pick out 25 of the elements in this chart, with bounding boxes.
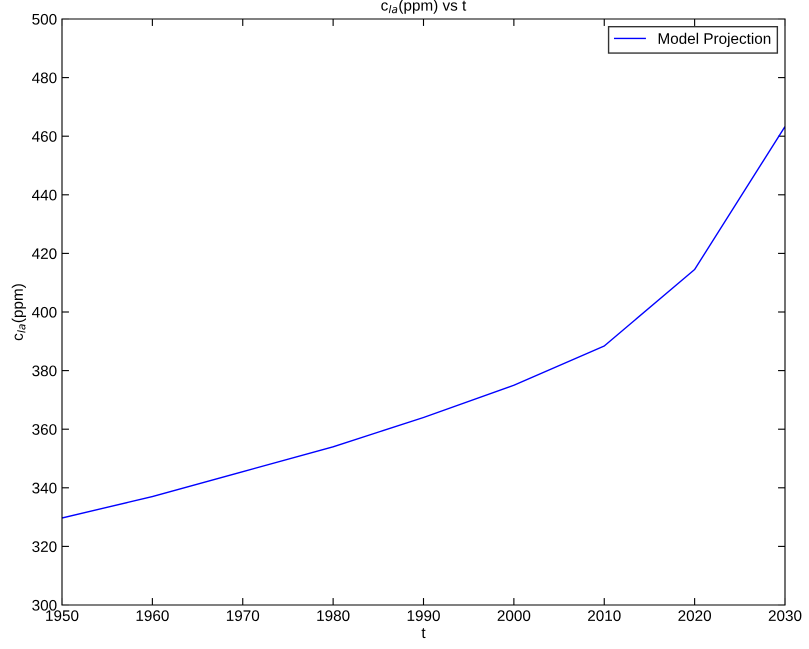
y-tick-label: 360 [32, 424, 57, 435]
line-series [62, 126, 785, 519]
chart-title: c$_{la}$(ppm) vs t [381, 0, 466, 14]
x-tick-label: 1980 [317, 610, 350, 622]
y-tick-label: 320 [32, 541, 57, 552]
x-tick-label: 1960 [136, 610, 169, 622]
x-tick-label: 1990 [408, 610, 440, 622]
y-tick-label: 440 [32, 190, 57, 200]
x-tick-label: 2020 [678, 610, 712, 622]
y-tick-label: 340 [32, 482, 57, 494]
y-tick-label: 420 [32, 248, 57, 260]
x-tick-label: 1950 [46, 610, 78, 622]
x-tick-label: 2000 [498, 610, 530, 622]
y-axis-title: c$_{la}$(ppm) [12, 284, 26, 340]
y-tick-label: 500 [32, 14, 57, 25]
y-tick-label: 380 [32, 365, 57, 376]
legend-label: Model Projection [658, 32, 770, 47]
x-tick-label: 2030 [768, 610, 802, 622]
y-tick-label: 300 [32, 600, 57, 611]
y-tick-label: 460 [32, 131, 57, 142]
x-tick-label: 2010 [588, 610, 621, 622]
y-tick-label: 400 [32, 306, 57, 318]
x-axis-title: t [422, 628, 426, 638]
x-tick-label: 1970 [226, 610, 260, 622]
y-tick-label: 480 [32, 72, 57, 84]
